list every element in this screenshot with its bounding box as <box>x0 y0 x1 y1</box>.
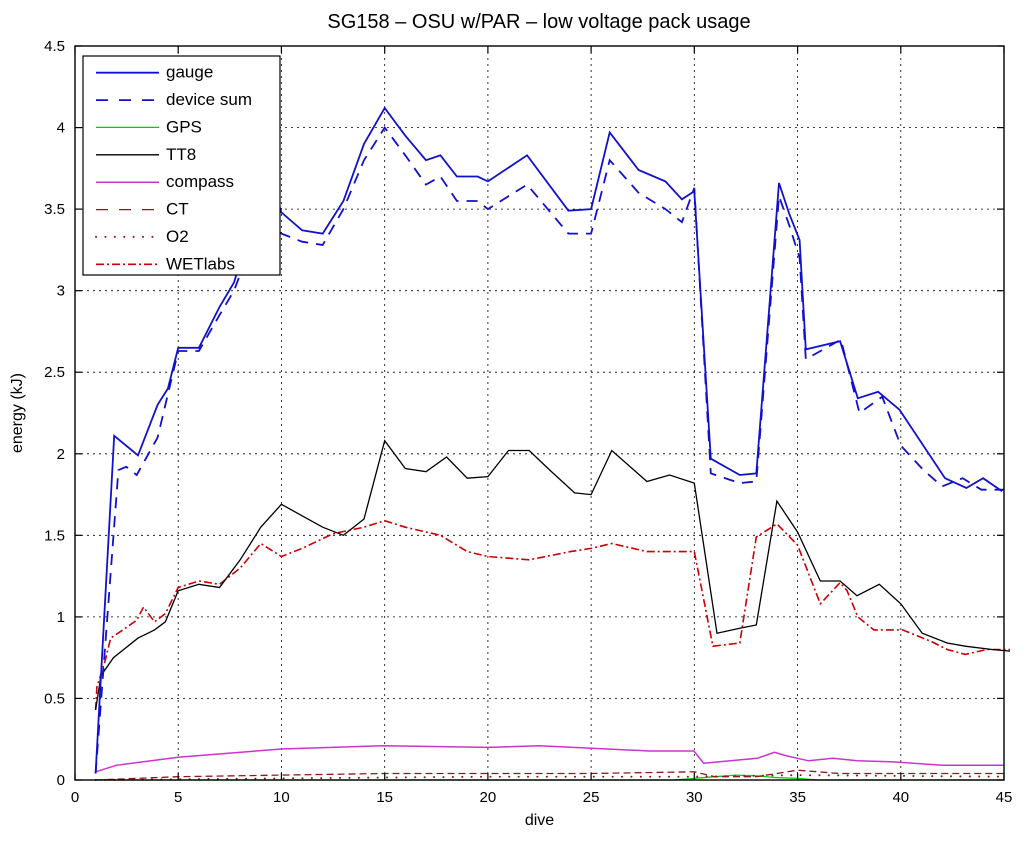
svg-text:35: 35 <box>789 789 806 806</box>
svg-text:CT: CT <box>166 200 189 219</box>
svg-text:2: 2 <box>57 446 65 463</box>
svg-text:compass: compass <box>166 172 234 191</box>
svg-text:30: 30 <box>686 789 703 806</box>
svg-text:0: 0 <box>71 789 79 806</box>
svg-text:device sum: device sum <box>166 90 252 109</box>
svg-text:dive: dive <box>525 812 554 829</box>
svg-text:4.5: 4.5 <box>44 38 65 55</box>
svg-text:SG158 – OSU w/PAR – low voltag: SG158 – OSU w/PAR – low voltage pack usa… <box>327 11 750 33</box>
svg-text:gauge: gauge <box>166 63 213 82</box>
svg-text:40: 40 <box>892 789 909 806</box>
svg-text:3.5: 3.5 <box>44 201 65 218</box>
svg-text:WETlabs: WETlabs <box>166 254 235 273</box>
svg-text:2.5: 2.5 <box>44 364 65 381</box>
svg-text:4: 4 <box>57 120 65 137</box>
svg-text:1: 1 <box>57 609 65 626</box>
svg-text:5: 5 <box>174 789 182 806</box>
svg-text:20: 20 <box>480 789 497 806</box>
svg-text:1.5: 1.5 <box>44 527 65 544</box>
svg-text:0: 0 <box>57 772 65 789</box>
svg-text:0.5: 0.5 <box>44 690 65 707</box>
svg-text:15: 15 <box>376 789 393 806</box>
svg-text:45: 45 <box>996 789 1013 806</box>
svg-text:O2: O2 <box>166 227 189 246</box>
svg-text:GPS: GPS <box>166 117 202 136</box>
svg-text:10: 10 <box>273 789 290 806</box>
svg-text:TT8: TT8 <box>166 145 196 164</box>
svg-text:energy (kJ): energy (kJ) <box>9 373 26 453</box>
svg-text:3: 3 <box>57 283 65 300</box>
svg-text:25: 25 <box>583 789 600 806</box>
